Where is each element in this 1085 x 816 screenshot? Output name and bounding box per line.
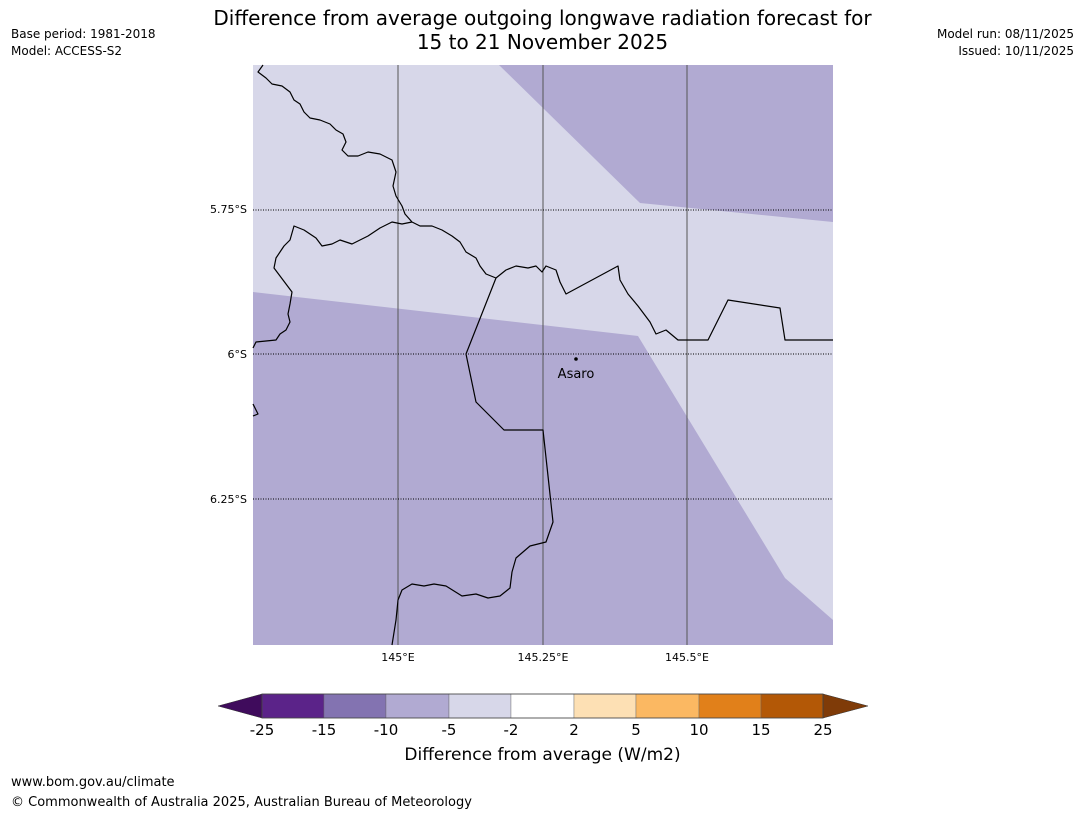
colorbar-tick-2: -15 — [312, 721, 337, 739]
lon-label-145-25: 145.25°E — [518, 651, 569, 664]
boundary-east — [411, 221, 833, 341]
issued-label: Issued: 10/11/2025 — [958, 44, 1074, 58]
lat-label-6-25: 6.25°S — [210, 493, 247, 506]
base-period-label: Base period: 1981-2018 — [11, 27, 156, 41]
colorbar-segment-1 — [261, 693, 325, 719]
colorbar-tick-6: 2 — [569, 721, 579, 739]
colorbar-segment-5 — [510, 693, 575, 719]
colorbar-tick-4: -5 — [442, 721, 457, 739]
colorbar-tick-10: 25 — [813, 721, 832, 739]
colorbar-tick-9: 15 — [751, 721, 770, 739]
colorbar-tick-7: 5 — [631, 721, 641, 739]
colorbar-outline — [261, 693, 824, 719]
footer-copyright: © Commonwealth of Australia 2025, Austra… — [11, 795, 472, 810]
colorbar-segment-7 — [635, 693, 700, 719]
colorbar-arrow-high — [822, 693, 869, 719]
colorbar-title: Difference from average (W/m2) — [404, 745, 681, 765]
colorbar-arrow-low — [217, 693, 263, 719]
colorbar-tick-5: -2 — [504, 721, 519, 739]
colorbar-segment-8 — [698, 693, 762, 719]
boundaries — [252, 64, 833, 646]
boundary-central — [252, 221, 413, 349]
boundary-south — [391, 277, 554, 646]
model-label: Model: ACCESS-S2 — [11, 44, 123, 58]
lat-label-5-75: 5.75°S — [210, 203, 247, 216]
lon-label-145-5: 145.5°E — [665, 651, 709, 664]
colorbar-segment-9 — [760, 693, 824, 719]
footer-url: www.bom.gov.au/climate — [11, 775, 175, 790]
colorbar-segment-6 — [573, 693, 637, 719]
boundary-west-stub — [252, 403, 259, 417]
chart-title: Difference from average outgoing longwav… — [0, 6, 1085, 54]
colorbar-segment-2 — [323, 693, 387, 719]
colorbar-tick-8: 10 — [689, 721, 708, 739]
meta-right: Model run: 08/11/2025 Issued: 10/11/2025 — [937, 26, 1074, 60]
place-label: Asaro — [558, 367, 595, 382]
lon-label-145: 145°E — [381, 651, 414, 664]
title-line-1: Difference from average outgoing longwav… — [213, 6, 872, 30]
title-line-2: 15 to 21 November 2025 — [416, 30, 669, 54]
model-run-label: Model run: 08/11/2025 — [936, 27, 1074, 41]
colorbar-segment-4 — [448, 693, 512, 719]
boundary-northwest — [257, 64, 413, 223]
colorbar-tick-1: -25 — [250, 721, 275, 739]
colorbar-segment-3 — [385, 693, 450, 719]
meta-left: Base period: 1981-2018 Model: ACCESS-S2 — [11, 26, 156, 60]
place-marker-dot — [574, 357, 578, 361]
map-band-ne — [499, 65, 833, 222]
lat-label-6: 6°S — [228, 348, 247, 361]
colorbar-tick-3: -10 — [374, 721, 399, 739]
